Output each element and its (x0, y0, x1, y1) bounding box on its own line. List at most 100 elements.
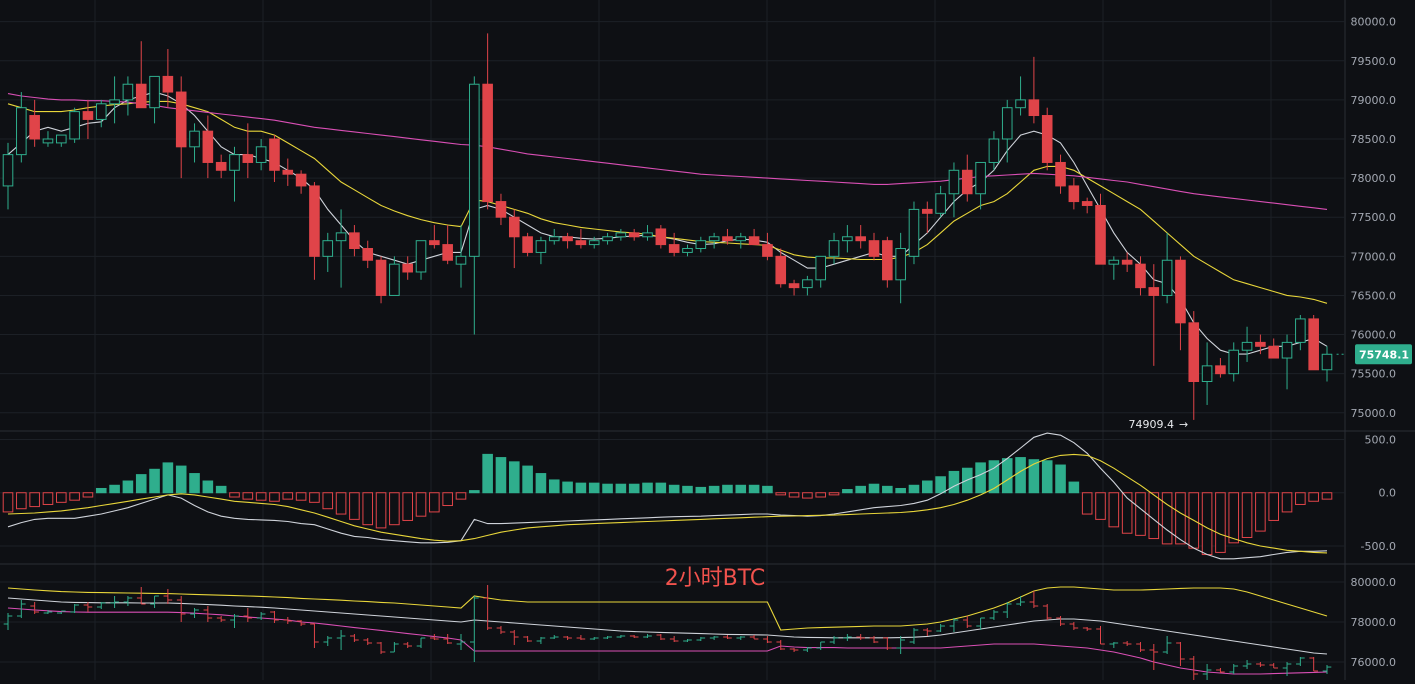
price-candle (508, 209, 520, 269)
ma-line-3 (7, 93, 1328, 210)
chart-watermark: 2小时BTC (665, 566, 766, 591)
macd-histogram-bar (855, 485, 866, 494)
boll-candle (843, 634, 852, 641)
boll-candle (803, 647, 812, 652)
candle-body (695, 240, 707, 250)
macd-dea-line (7, 453, 1328, 554)
price-tick-label: 75500.0 (1351, 368, 1397, 381)
candle-body (682, 248, 693, 253)
price-candle (1028, 56, 1040, 124)
macd-histogram-bar (882, 485, 893, 494)
candle-body (1215, 365, 1226, 375)
price-candle (961, 154, 973, 202)
macd-dif-line (7, 432, 1328, 560)
boll-candle (922, 628, 932, 636)
candle-body (828, 240, 840, 257)
price-candle (455, 225, 467, 288)
price-candle (1281, 334, 1293, 390)
macd-histogram-bar (815, 492, 827, 498)
candle-body (1015, 99, 1026, 109)
candle-body (842, 236, 853, 242)
price-candle (775, 248, 787, 288)
candle-body (389, 263, 400, 296)
macd-histogram-bar (175, 465, 187, 494)
price-candle (162, 49, 174, 108)
candle-body (855, 236, 866, 242)
macd-histogram-bar (1095, 492, 1106, 520)
macd-histogram-bar (162, 462, 174, 494)
boll-pane[interactable] (3, 585, 1332, 684)
boll-candle (176, 596, 186, 622)
candle-body (615, 232, 627, 238)
price-candle (2, 142, 14, 210)
macd-histogram-bar (402, 492, 413, 521)
macd-histogram-bar (1268, 492, 1280, 521)
macd-histogram-bar (588, 482, 600, 494)
boll-candle (1082, 627, 1092, 631)
macd-histogram-bar (775, 492, 787, 496)
candle-body (588, 240, 600, 246)
boll-candle (403, 642, 413, 648)
boll-candle (576, 635, 586, 640)
boll-candle (643, 634, 652, 638)
price-candle (1175, 256, 1186, 351)
boll-candle (230, 614, 239, 628)
macd-histogram-bar (415, 492, 427, 517)
price-candle (802, 275, 813, 296)
price-tick-label: 76500.0 (1351, 289, 1397, 302)
macd-histogram-bar (1121, 492, 1133, 534)
macd-pane[interactable] (2, 432, 1333, 560)
boll-candle (56, 610, 66, 614)
macd-histogram-bar (1308, 492, 1319, 502)
price-candle (415, 240, 427, 280)
candle-body (948, 169, 960, 195)
price-candle (109, 76, 120, 124)
macd-histogram-bar (522, 465, 533, 494)
candle-body (469, 83, 480, 257)
boll-candle (1056, 616, 1065, 626)
candle-body (69, 111, 80, 140)
price-candle (935, 185, 946, 218)
macd-histogram-bar (535, 473, 547, 494)
price-candle (1308, 315, 1319, 371)
macd-histogram-bar (562, 481, 573, 494)
boll-candle (949, 618, 959, 632)
candle-body (1001, 107, 1013, 140)
price-candle (855, 225, 866, 249)
boll-candle (350, 634, 359, 642)
price-candle (1081, 197, 1093, 214)
candle-body (495, 201, 507, 218)
candle-body (1161, 259, 1173, 296)
price-candle (469, 76, 480, 335)
macd-histogram-bar (282, 492, 294, 500)
boll-candle (896, 636, 905, 654)
boll-candle (989, 610, 999, 620)
price-candle (495, 193, 507, 226)
candle-body (29, 115, 40, 140)
boll-candle (883, 637, 892, 650)
macd-histogram-bar (69, 492, 80, 501)
macd-tick-label: -500.0 (1361, 540, 1396, 553)
boll-candle (150, 595, 159, 608)
macd-histogram-bar (1135, 492, 1146, 536)
macd-histogram-bar (1055, 464, 1066, 494)
boll-candle (390, 642, 399, 653)
macd-histogram-bar (722, 484, 733, 494)
candle-body (508, 216, 520, 238)
candle-body (748, 236, 760, 246)
boll-candle (816, 641, 826, 650)
macd-histogram-bar (1081, 492, 1093, 515)
price-candle (402, 256, 413, 280)
macd-histogram-bar (1201, 492, 1213, 556)
macd-histogram-bar (335, 492, 347, 515)
price-candle (1295, 315, 1306, 351)
last-price-value: 75748.1 (1359, 348, 1409, 361)
price-pane[interactable] (2, 33, 1345, 420)
boll-candle (976, 617, 985, 630)
price-candle (269, 135, 280, 183)
macd-histogram-bar (229, 492, 240, 498)
candle-body (335, 232, 347, 242)
candle-body (562, 236, 573, 242)
